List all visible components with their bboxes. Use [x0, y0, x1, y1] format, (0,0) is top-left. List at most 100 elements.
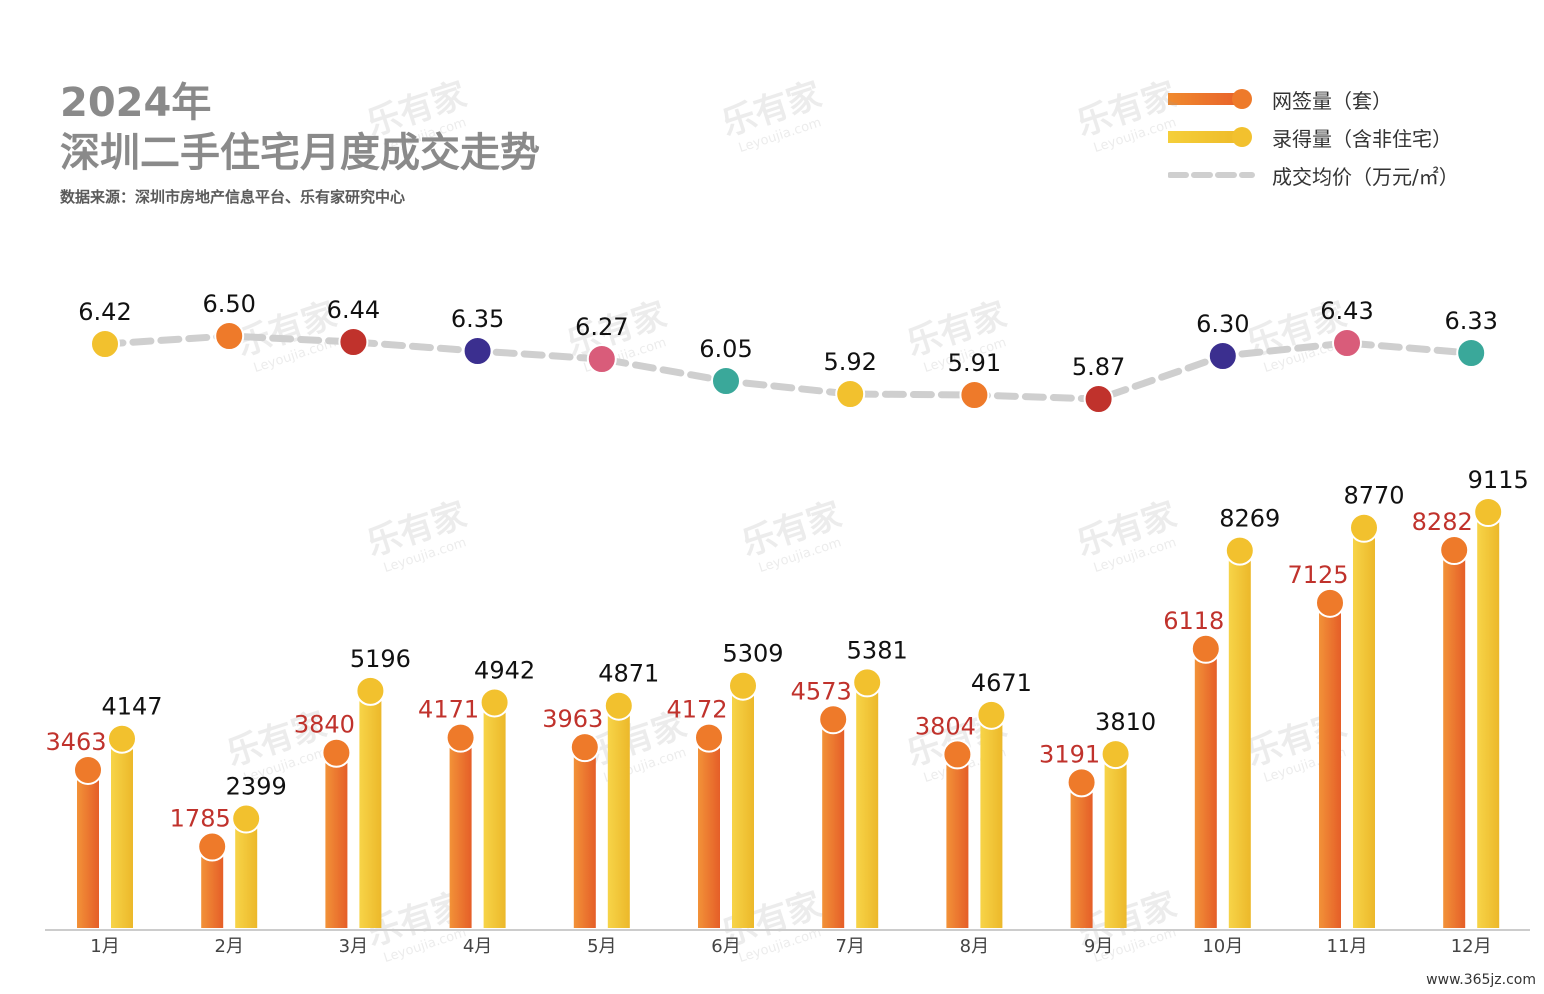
bar-recorded	[1228, 550, 1251, 928]
bar-signed-label: 8282	[1412, 508, 1473, 536]
legend-swatch-orange	[1168, 89, 1252, 109]
bar-recorded	[111, 738, 133, 928]
price-label: 6.33	[1444, 307, 1497, 335]
price-line-layer: 6.42 6.50 6.44 6.35 6.27 6.05 5.92 5.91 5.87 6.30…	[78, 290, 1498, 414]
bar-signed-cap	[818, 704, 849, 735]
bar-recorded-cap	[355, 675, 386, 706]
bar-recorded-cap	[107, 723, 137, 754]
bar-signed	[822, 719, 845, 928]
bar-recorded	[359, 690, 382, 928]
bar-signed	[1319, 602, 1341, 928]
x-tick-label: 8月	[960, 936, 989, 957]
bar-recorded-cap	[1473, 497, 1504, 527]
bar-signed-label: 4172	[666, 696, 727, 724]
bar-signed-cap	[1190, 633, 1221, 664]
price-point	[1456, 338, 1487, 368]
x-tick-label: 1月	[90, 936, 119, 957]
x-tick-label: 6月	[711, 936, 740, 957]
legend-label-recorded: 录得量（含非住宅）	[1272, 126, 1452, 151]
price-label: 6.50	[202, 290, 255, 318]
chart-title: 深圳二手住宅月度成交走势	[60, 130, 540, 176]
legend-item-recorded: 录得量（含非住宅）	[1168, 118, 1459, 156]
bar-signed	[946, 754, 969, 928]
bar-signed-label: 3191	[1039, 740, 1100, 768]
legend-label-signed: 网签量（套）	[1272, 88, 1392, 113]
bar-recorded	[1353, 527, 1375, 928]
bar-signed-cap	[942, 739, 973, 770]
price-label: 6.27	[575, 313, 628, 341]
price-label: 6.05	[699, 335, 752, 363]
bar-signed-cap	[1315, 587, 1345, 618]
bar-signed	[1070, 782, 1093, 928]
bar-signed-label: 3840	[294, 711, 355, 739]
legend-item-price: 成交均价（万元/㎡）	[1168, 156, 1459, 194]
bar-signed	[1194, 648, 1217, 928]
bar-recorded-label: 8269	[1219, 505, 1280, 533]
legend-swatch-dashed	[1168, 172, 1255, 178]
bar-recorded	[732, 685, 754, 928]
bar-recorded-cap	[852, 667, 883, 698]
price-label: 5.87	[1072, 353, 1125, 381]
bar-recorded	[1477, 512, 1500, 928]
price-label: 6.44	[327, 296, 380, 324]
bar-signed	[325, 752, 348, 928]
bar-signed-cap	[445, 722, 476, 753]
bar-recorded-cap	[1100, 739, 1131, 770]
bar-signed-label: 3463	[45, 728, 106, 756]
bar-recorded-label: 2399	[226, 773, 287, 801]
bar-recorded	[483, 702, 506, 928]
x-tick-label: 3月	[339, 936, 368, 957]
bar-signed	[698, 737, 720, 928]
legend-item-signed: 网签量（套）	[1168, 80, 1459, 118]
bar-signed	[1443, 550, 1466, 928]
x-tick-label: 10月	[1202, 936, 1243, 957]
bar-signed-cap	[694, 722, 724, 753]
price-label: 6.42	[78, 298, 131, 326]
bar-signed-label: 7125	[1287, 561, 1348, 589]
bar-recorded-cap	[1349, 512, 1379, 543]
price-line	[101, 332, 1475, 403]
bar-recorded	[856, 682, 879, 928]
price-point	[462, 336, 493, 366]
bar-signed	[449, 737, 472, 928]
bar-signed-label: 4573	[791, 677, 852, 705]
price-point	[711, 366, 741, 396]
bar-signed	[201, 846, 224, 928]
bar-recorded-label: 3810	[1095, 708, 1156, 736]
price-label: 5.91	[948, 349, 1001, 377]
x-tick-label: 2月	[214, 936, 243, 957]
price-point	[214, 321, 245, 351]
bar-signed-cap	[1066, 767, 1097, 798]
chart-title-year: 2024年	[60, 80, 212, 126]
bar-signed-cap	[321, 737, 352, 768]
bar-recorded-cap	[603, 690, 634, 721]
price-label: 6.35	[451, 305, 504, 333]
bar-signed	[77, 769, 99, 928]
x-tick-label: 4月	[463, 936, 492, 957]
bar-recorded-cap	[976, 699, 1007, 730]
bar-recorded-cap	[231, 803, 262, 834]
bar-recorded-label: 4871	[598, 660, 659, 688]
bar-recorded-label: 5196	[350, 645, 411, 673]
data-source: 数据来源：深圳市房地产信息平台、乐有家研究中心	[60, 188, 406, 206]
price-label: 6.43	[1320, 297, 1373, 325]
bar-recorded	[980, 714, 1003, 928]
bar-recorded-label: 4147	[101, 693, 162, 721]
bar-recorded	[1104, 754, 1127, 928]
bar-recorded-label: 9115	[1468, 466, 1529, 494]
bar-recorded-cap	[479, 687, 510, 718]
bar-signed	[573, 747, 596, 928]
bar-recorded-label: 4671	[971, 669, 1032, 697]
bar-recorded-label: 4942	[474, 656, 535, 684]
bar-recorded-cap	[1224, 535, 1255, 566]
bar-recorded-label: 5309	[722, 640, 783, 668]
legend: 网签量（套） 录得量（含非住宅） 成交均价（万元/㎡）	[1168, 80, 1459, 194]
x-tick-label: 9月	[1084, 936, 1113, 957]
bar-signed-label: 3963	[542, 705, 603, 733]
legend-swatch-yellow	[1168, 127, 1252, 147]
